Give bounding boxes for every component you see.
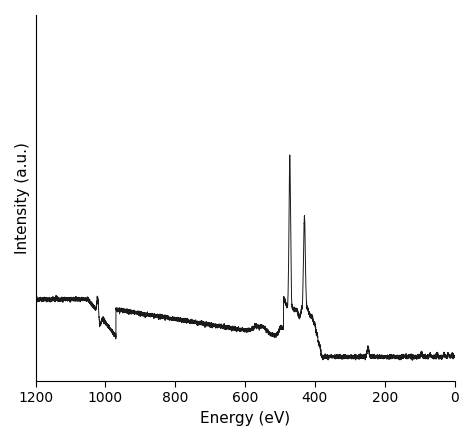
Y-axis label: Intensity (a.u.): Intensity (a.u.) <box>15 142 30 254</box>
X-axis label: Energy (eV): Energy (eV) <box>200 411 290 426</box>
